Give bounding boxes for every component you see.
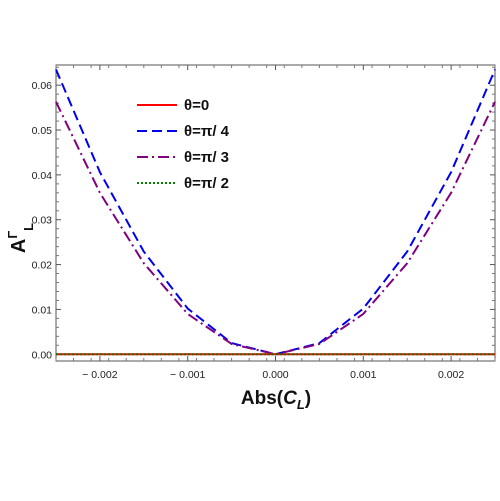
x-tick-label: − 0.001 <box>170 369 205 381</box>
x-axis-title-close: ) <box>305 388 311 409</box>
y-tick-label: 0.05 <box>32 125 53 137</box>
series-line <box>55 101 496 356</box>
series-line <box>55 69 496 356</box>
x-axis-title-base: Abs( <box>241 388 284 409</box>
legend-label: θ=π/ 4 <box>184 123 230 140</box>
x-axis-title-sub: L <box>297 397 305 412</box>
series-lines <box>55 69 496 356</box>
y-tick-label: 0.02 <box>32 260 53 272</box>
x-tick-label: 0.001 <box>350 369 376 381</box>
svg-text:AΓL: AΓL <box>5 223 36 253</box>
y-axis-title-base: A <box>8 239 30 253</box>
y-axis-title-sub: L <box>21 223 36 231</box>
y-axis-title-sup: Γ <box>5 231 20 239</box>
y-tick-label: 0.03 <box>32 215 53 227</box>
svg-text:Abs(CL): Abs(CL) <box>241 388 311 412</box>
x-tick-label: 0.000 <box>262 369 288 381</box>
y-tick-label: 0.04 <box>32 170 53 182</box>
tick-labels: − 0.002 − 0.001 0.000 0.001 0.002 0.00 0.01 0.0… <box>32 80 465 381</box>
y-tick-label: 0.01 <box>32 304 53 316</box>
x-axis-title: Abs(CL) <box>241 388 311 412</box>
legend-label: θ=π/ 2 <box>184 175 229 192</box>
x-tick-label: 0.002 <box>438 369 464 381</box>
y-tick-label: 0.00 <box>32 349 53 361</box>
legend-label: θ=π/ 3 <box>184 149 229 166</box>
y-tick-label: 0.06 <box>32 80 53 92</box>
x-axis-title-var: C <box>283 388 297 409</box>
y-axis-title: AΓL <box>5 223 36 253</box>
x-tick-label: − 0.002 <box>82 369 117 381</box>
legend-label: θ=0 <box>184 97 209 114</box>
legend: θ=0 θ=π/ 4 θ=π/ 3 θ=π/ 2 <box>137 97 230 192</box>
